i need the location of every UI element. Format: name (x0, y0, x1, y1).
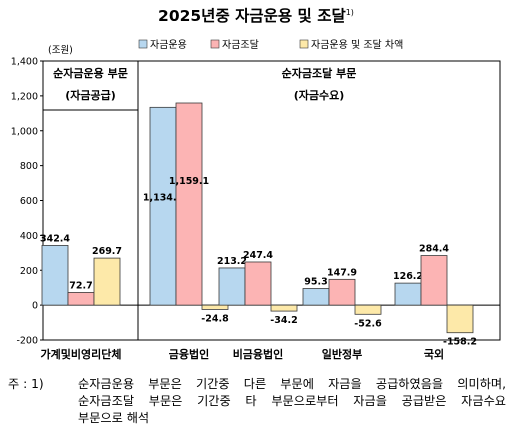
net-supply-box (42, 60, 139, 111)
bar-funds-use (302, 288, 330, 306)
y-tick-label: 400 (20, 231, 38, 242)
data-label: 126.2 (393, 271, 423, 282)
chart-svg: -200 0 200 400 600 800 1,000 1,200 1,400 (조원) 342.… (11, 39, 501, 361)
net-demand-title: 순자금조달 부문 (282, 66, 357, 80)
data-label: 247.4 (243, 250, 273, 261)
y-tick-label: 0 (32, 301, 38, 312)
data-label: 147.9 (327, 267, 357, 278)
bar-funds-use (149, 106, 177, 306)
bar-net-difference (201, 304, 229, 310)
category-label: 가계및비영리단체 (41, 347, 122, 361)
data-label: 1,159.1 (169, 176, 209, 187)
legend-swatch (299, 39, 309, 49)
y-tick-label: 800 (20, 161, 38, 172)
data-label: 342.4 (40, 233, 70, 244)
bar-funds-raising (420, 255, 448, 306)
footnote-line-1: 순자금운용 부문은 기간중 다른 부문에 자금을 공급하였음을 의미하며, (78, 377, 506, 391)
data-label: -34.2 (270, 315, 297, 326)
legend-label: 자금운용 및 조달 차액 (311, 39, 403, 51)
net-supply-subtitle: (자금공급) (65, 88, 116, 102)
data-label: 284.4 (419, 244, 449, 255)
legend-swatch (138, 39, 148, 49)
data-label: 213.2 (217, 256, 247, 267)
legend-label: 자금운용 (150, 39, 187, 51)
bar-net-difference (93, 257, 121, 306)
bar-net-difference (446, 304, 474, 334)
y-tick-label: 1,000 (11, 126, 38, 137)
net-supply-title: 순자금운용 부문 (53, 66, 128, 80)
bar-funds-raising (244, 261, 272, 306)
bar-funds-use (41, 245, 69, 306)
data-label: 95.3 (304, 277, 327, 288)
bar-funds-use (218, 267, 246, 306)
y-tick-label: -200 (16, 336, 38, 347)
footnote: 주 : 1) 순자금운용 부문은 기간중 다른 부문에 자금을 공급하였음을 의… (8, 376, 506, 427)
bar-net-difference (270, 304, 298, 312)
data-label: -24.8 (201, 313, 229, 324)
y-tick-label: 1,400 (11, 57, 38, 68)
legend-swatch (210, 39, 220, 49)
data-label: -52.6 (354, 318, 382, 329)
category-label: 일반정부 (322, 347, 362, 361)
data-label: 269.7 (92, 246, 122, 257)
data-label: -158.2 (443, 337, 477, 348)
bar-funds-raising (67, 292, 95, 306)
legend-label: 자금조달 (222, 39, 259, 51)
bar-funds-raising (175, 102, 203, 306)
chart-title: 2025년중 자금운용 및 조달1) (0, 4, 512, 26)
footnote-label: 주 : 1) (8, 377, 44, 391)
chart-title-text: 2025년중 자금운용 및 조달 (158, 7, 346, 25)
footnote-line-3: 부문으로 해석 (78, 411, 150, 425)
y-tick-label: 200 (20, 266, 38, 277)
category-label: 비금융법인 (233, 347, 284, 361)
y-tick-label: 1,200 (11, 91, 38, 102)
y-axis-unit: (조원) (48, 45, 73, 56)
bar-net-difference (354, 304, 382, 315)
bar-funds-use (394, 282, 422, 306)
data-label: 1,134.3 (143, 192, 183, 203)
category-label: 국외 (424, 347, 444, 361)
footnote-line-2: 순자금조달 부문은 기간중 타 부문으로부터 자금을 공급받은 자금수요 (78, 394, 506, 408)
category-label: 금융법인 (169, 347, 209, 361)
chart-title-footnote-mark: 1) (345, 7, 354, 17)
y-tick-label: 600 (20, 196, 38, 207)
bar-funds-raising (328, 278, 356, 306)
net-demand-subtitle: (자금수요) (294, 88, 345, 102)
data-label: 72.7 (69, 280, 92, 291)
